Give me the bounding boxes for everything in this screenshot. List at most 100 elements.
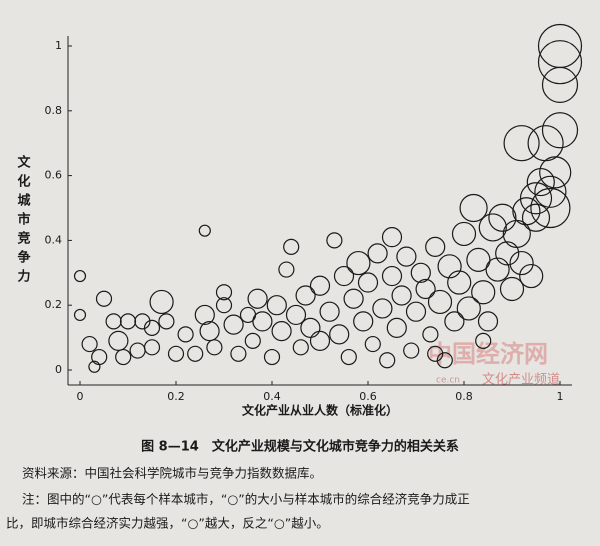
bubble — [372, 298, 393, 319]
bubble — [263, 348, 281, 366]
bubble — [353, 311, 374, 332]
bubble — [539, 156, 572, 189]
bubble — [326, 232, 343, 249]
bubble — [459, 193, 488, 223]
note-line: 注：图中的“○”代表每个样本城市，“○”的大小与样本城市的综合经济竞争力成正 — [22, 492, 470, 507]
figure-caption: 图 8—14 文化产业规模与文化城市竞争力的相关关系 — [141, 439, 459, 455]
bubble — [300, 317, 321, 338]
y-tick-label: 0.6 — [45, 169, 63, 182]
bubble — [537, 23, 583, 69]
bubble — [444, 311, 465, 332]
bubble — [381, 227, 403, 248]
bubble — [475, 332, 492, 349]
bubble — [108, 330, 129, 351]
source-note: 资料来源：中国社会科学院城市与竞争力指数数据库。 — [22, 466, 322, 481]
note-line: 比，即城市综合经济实力越强，“○”越大，反之“○”越小。 — [6, 516, 329, 531]
bubble — [247, 288, 268, 309]
bubble — [252, 311, 273, 332]
bubble — [537, 40, 583, 85]
bubble — [519, 263, 544, 289]
bubble — [422, 326, 439, 343]
bubble — [309, 275, 331, 296]
bubble — [158, 313, 175, 330]
bubble — [295, 285, 316, 306]
bubble — [367, 243, 388, 264]
bubble — [488, 203, 517, 232]
bubble — [319, 301, 340, 322]
bubble — [278, 261, 295, 278]
bubble — [534, 175, 567, 208]
bubble — [530, 187, 571, 229]
bubble — [199, 321, 220, 342]
x-tick-label: 1 — [557, 390, 564, 403]
y-tick-label: 0.2 — [45, 298, 63, 311]
bubble — [223, 314, 244, 335]
y-tick-label: 1 — [55, 39, 62, 52]
bubble — [167, 345, 185, 362]
bubble — [512, 197, 541, 226]
bubble — [437, 254, 462, 279]
x-tick-label: 0.8 — [455, 390, 473, 403]
bubble — [73, 269, 87, 283]
bubble — [149, 289, 174, 315]
bubble — [187, 345, 204, 362]
x-tick-label: 0.2 — [167, 390, 185, 403]
bubble — [88, 360, 101, 373]
bubble — [333, 265, 355, 287]
bubble — [143, 319, 161, 336]
bubble — [91, 348, 108, 366]
x-tick-label: 0.4 — [263, 390, 281, 403]
bubble — [309, 330, 331, 351]
bubble — [266, 295, 287, 316]
bubble — [436, 352, 453, 369]
x-tick-label: 0.6 — [359, 390, 377, 403]
bubble — [292, 339, 309, 356]
bubble — [198, 224, 211, 237]
watermark: ce.cn — [436, 376, 460, 386]
bubble — [81, 335, 98, 353]
bubble — [134, 313, 151, 330]
x-axis-label: 文化产业从业人数（标准化） — [242, 403, 398, 418]
bubble — [415, 278, 436, 300]
bubble — [466, 247, 491, 272]
bubble — [283, 238, 300, 255]
bubble — [427, 345, 444, 362]
bubble — [471, 280, 496, 305]
bubble — [405, 301, 427, 322]
bubble — [391, 285, 412, 306]
bubble — [343, 288, 364, 309]
bubble — [364, 335, 381, 353]
watermark: 文化产业频道 — [482, 373, 560, 388]
bubble — [519, 182, 553, 215]
y-tick-label: 0.8 — [45, 104, 63, 117]
bubble — [244, 332, 261, 349]
bubble — [346, 250, 371, 276]
bubble — [215, 297, 233, 314]
bubble — [521, 203, 551, 232]
bubble — [177, 326, 194, 343]
bubble — [503, 125, 540, 162]
bubble — [509, 250, 534, 276]
bubble — [194, 304, 215, 326]
y-tick-label: 0.4 — [45, 233, 63, 246]
bubble — [396, 246, 417, 267]
bubble — [206, 339, 223, 356]
bubble — [285, 304, 307, 326]
watermark: 中国经济网 — [428, 340, 548, 368]
bubble — [541, 112, 579, 149]
bubble — [357, 272, 379, 293]
x-tick-label: 0 — [77, 390, 84, 403]
bubble — [526, 167, 555, 197]
bubble — [499, 276, 525, 302]
bubble — [485, 257, 510, 282]
bubble — [329, 324, 350, 345]
bubble — [447, 270, 472, 295]
bubble — [340, 348, 357, 366]
bubble — [143, 339, 161, 356]
bubble — [427, 289, 453, 315]
bubble — [425, 236, 446, 257]
bubble — [456, 296, 481, 321]
bubble — [477, 311, 499, 332]
bubble — [379, 352, 396, 369]
